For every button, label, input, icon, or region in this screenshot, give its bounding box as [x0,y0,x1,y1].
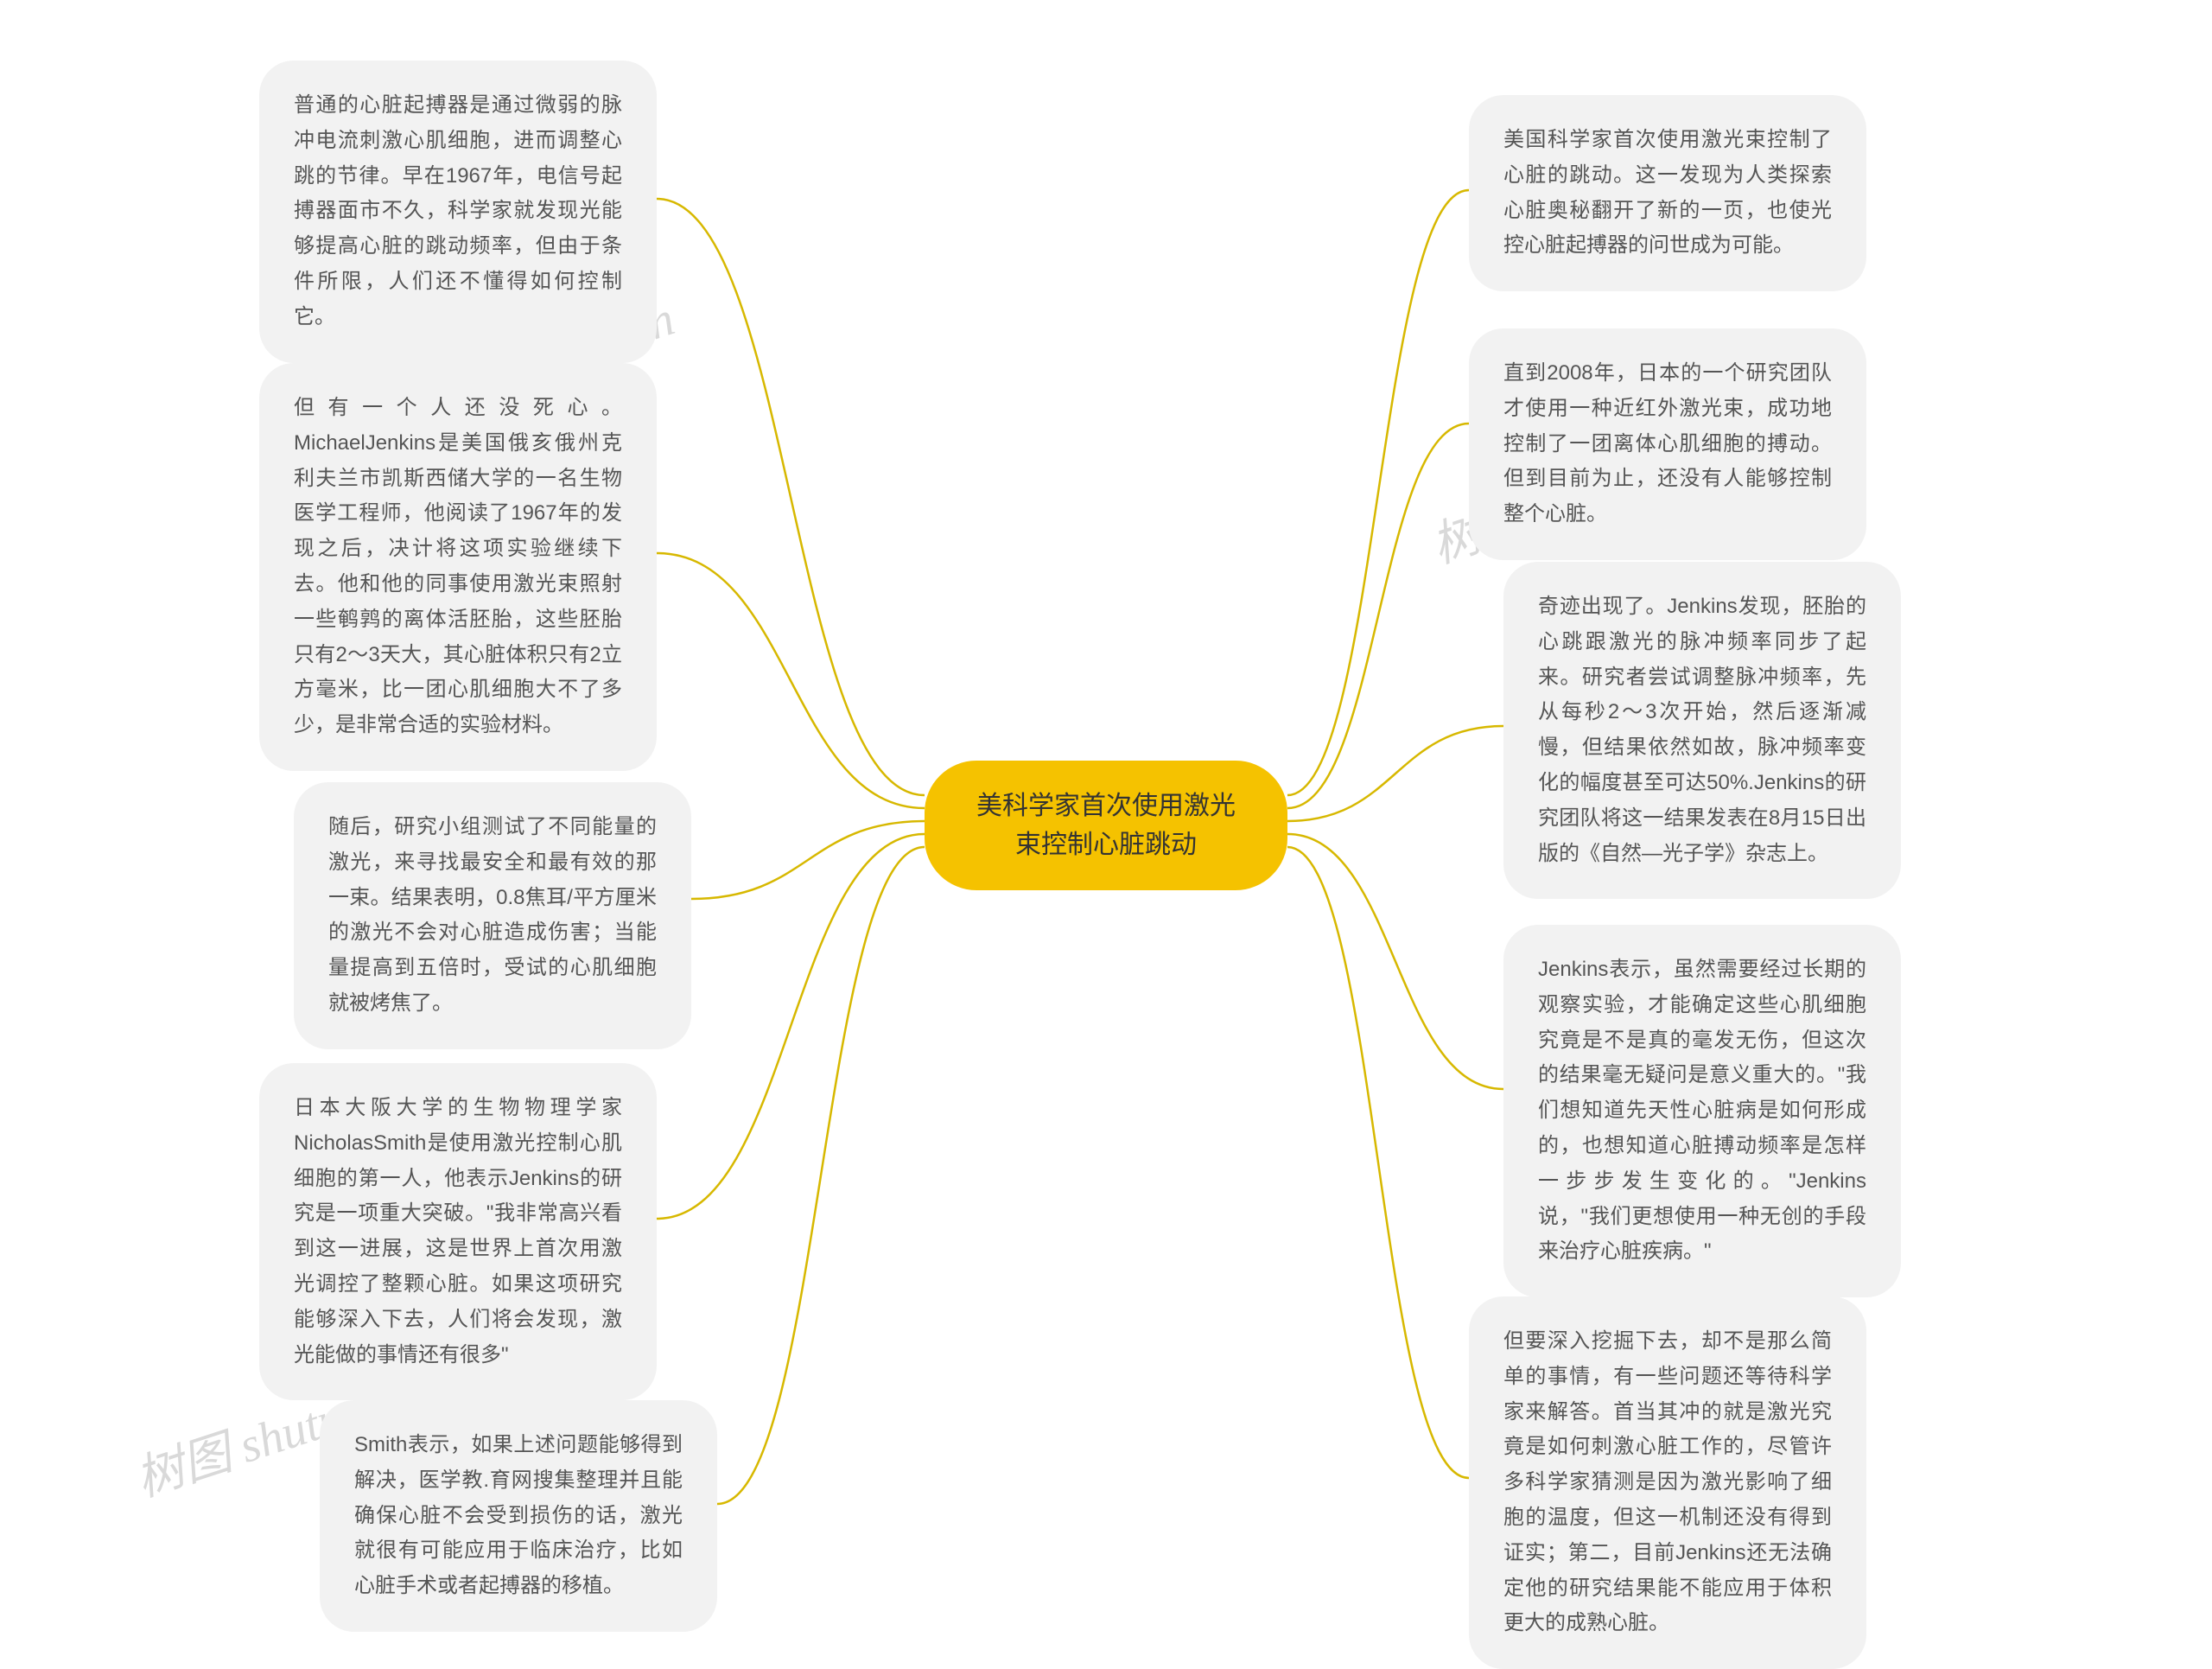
center-node: 美科学家首次使用激光束控制心脏跳动 [925,761,1287,890]
leaf-node-R1: 美国科学家首次使用激光束控制了心脏的跳动。这一发现为人类探索心脏奥秘翻开了新的一… [1469,95,1866,291]
center-node-text: 美科学家首次使用激光束控制心脏跳动 [976,792,1236,859]
leaf-node-text: 日本大阪大学的生物物理学家NicholasSmith是使用激光控制心肌细胞的第一… [294,1096,622,1366]
leaf-node-R2: 直到2008年，日本的一个研究团队才使用一种近红外激光束，成功地控制了一团离体心… [1469,328,1866,560]
leaf-node-text: 但要深入挖掘下去，却不是那么简单的事情，有一些问题还等待科学家来解答。首当其冲的… [1503,1329,1832,1634]
leaf-node-L4: 日本大阪大学的生物物理学家NicholasSmith是使用激光控制心肌细胞的第一… [259,1063,657,1400]
connector-path [1287,424,1469,808]
connector-path [657,834,925,1219]
leaf-node-text: 随后，研究小组测试了不同能量的激光，来寻找最安全和最有效的那一束。结果表明，0.… [328,815,657,1015]
connector-path [691,821,925,899]
leaf-node-text: Jenkins表示，虽然需要经过长期的观察实验，才能确定这些心肌细胞究竟是不是真… [1538,958,1866,1263]
leaf-node-text: 普通的心脏起搏器是通过微弱的脉冲电流刺激心肌细胞，进而调整心跳的节律。早在196… [294,93,622,328]
leaf-node-text: 奇迹出现了。Jenkins发现，胚胎的心跳跟激光的脉冲频率同步了起来。研究者尝试… [1538,595,1866,865]
leaf-node-R5: 但要深入挖掘下去，却不是那么简单的事情，有一些问题还等待科学家来解答。首当其冲的… [1469,1296,1866,1669]
connector-path [657,553,925,808]
leaf-node-L1: 普通的心脏起搏器是通过微弱的脉冲电流刺激心肌细胞，进而调整心跳的节律。早在196… [259,61,657,363]
leaf-node-text: 但有一个人还没死心。MichaelJenkins是美国俄亥俄州克利夫兰市凯斯西储… [294,396,622,736]
mindmap-canvas: 美科学家首次使用激光束控制心脏跳动 普通的心脏起搏器是通过微弱的脉冲电流刺激心肌… [0,0,2212,1659]
leaf-node-text: 美国科学家首次使用激光束控制了心脏的跳动。这一发现为人类探索心脏奥秘翻开了新的一… [1503,128,1832,257]
leaf-node-text: 直到2008年，日本的一个研究团队才使用一种近红外激光束，成功地控制了一团离体心… [1503,361,1832,526]
leaf-node-L5: Smith表示，如果上述问题能够得到解决，医学教.育网搜集整理并且能确保心脏不会… [320,1400,717,1632]
connector-path [1287,847,1469,1478]
leaf-node-L2: 但有一个人还没死心。MichaelJenkins是美国俄亥俄州克利夫兰市凯斯西储… [259,363,657,771]
leaf-node-text: Smith表示，如果上述问题能够得到解决，医学教.育网搜集整理并且能确保心脏不会… [354,1433,683,1597]
leaf-node-L3: 随后，研究小组测试了不同能量的激光，来寻找最安全和最有效的那一束。结果表明，0.… [294,782,691,1049]
leaf-node-R4: Jenkins表示，虽然需要经过长期的观察实验，才能确定这些心肌细胞究竟是不是真… [1503,925,1901,1297]
connector-path [657,199,925,795]
connector-path [1287,834,1503,1089]
connector-path [1287,726,1503,821]
leaf-node-R3: 奇迹出现了。Jenkins发现，胚胎的心跳跟激光的脉冲频率同步了起来。研究者尝试… [1503,562,1901,899]
connector-path [1287,190,1469,795]
